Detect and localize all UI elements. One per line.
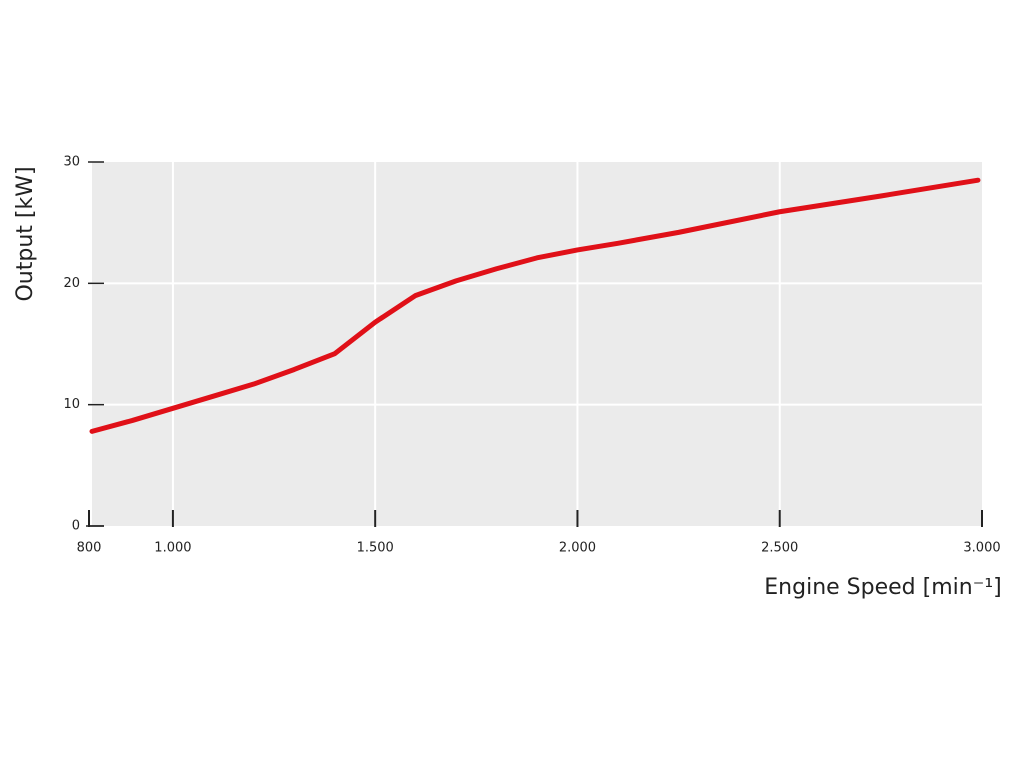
y-axis-label: Output [kW] bbox=[13, 166, 38, 301]
y-tick-label: 20 bbox=[63, 276, 80, 291]
x-tick-label: 2.000 bbox=[559, 541, 596, 556]
plot-area bbox=[92, 162, 982, 526]
x-tick-label: 800 bbox=[77, 541, 102, 556]
x-tick-label: 1.000 bbox=[154, 541, 191, 556]
x-tick-label: 2.500 bbox=[761, 541, 798, 556]
x-tick-label: 1.500 bbox=[357, 541, 394, 556]
x-axis-label: Engine Speed [min⁻¹] bbox=[764, 575, 1001, 600]
data-line bbox=[89, 177, 981, 434]
y-tick-label: 10 bbox=[63, 397, 80, 412]
y-tick-label: 0 bbox=[72, 519, 80, 534]
y-tick-label: 30 bbox=[63, 155, 80, 170]
x-tick-label: 3.000 bbox=[963, 541, 1000, 556]
